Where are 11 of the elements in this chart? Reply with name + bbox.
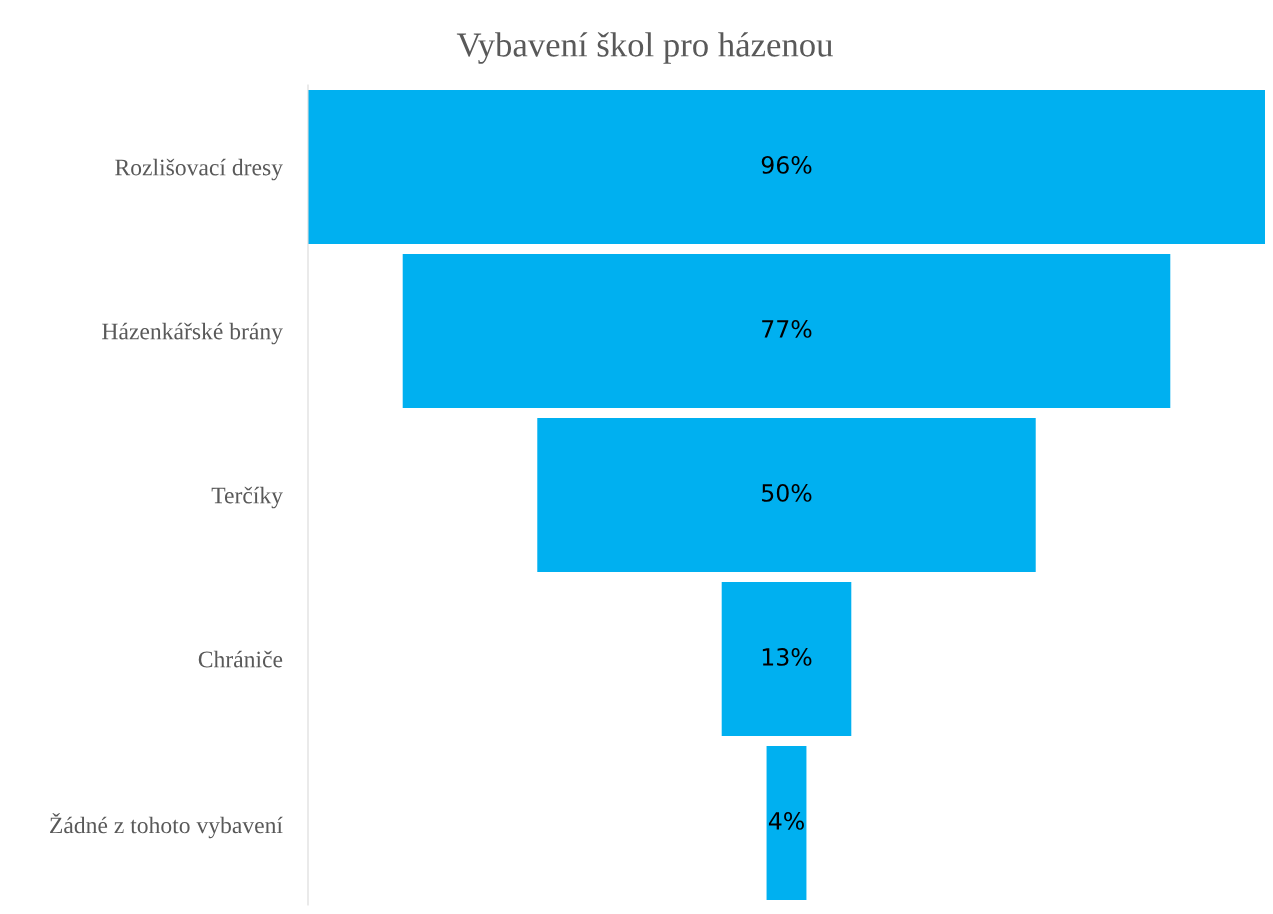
text: Vybavení škol pro házenou [456, 32, 833, 64]
category-label: Žádné z tohoto vybavení [50, 812, 283, 839]
data-label: 50% [762, 483, 812, 502]
data-label: 4% [768, 811, 804, 830]
category-label: Rozlišovací dresy [115, 158, 283, 181]
data-label: 77% [762, 319, 812, 338]
data-label: 13% [762, 647, 812, 666]
category-label: Chrániče [198, 650, 283, 668]
category-label: Terčíky [211, 486, 283, 509]
category-label: Házenkářské brány [102, 322, 283, 345]
data-label: 96% [761, 155, 812, 174]
